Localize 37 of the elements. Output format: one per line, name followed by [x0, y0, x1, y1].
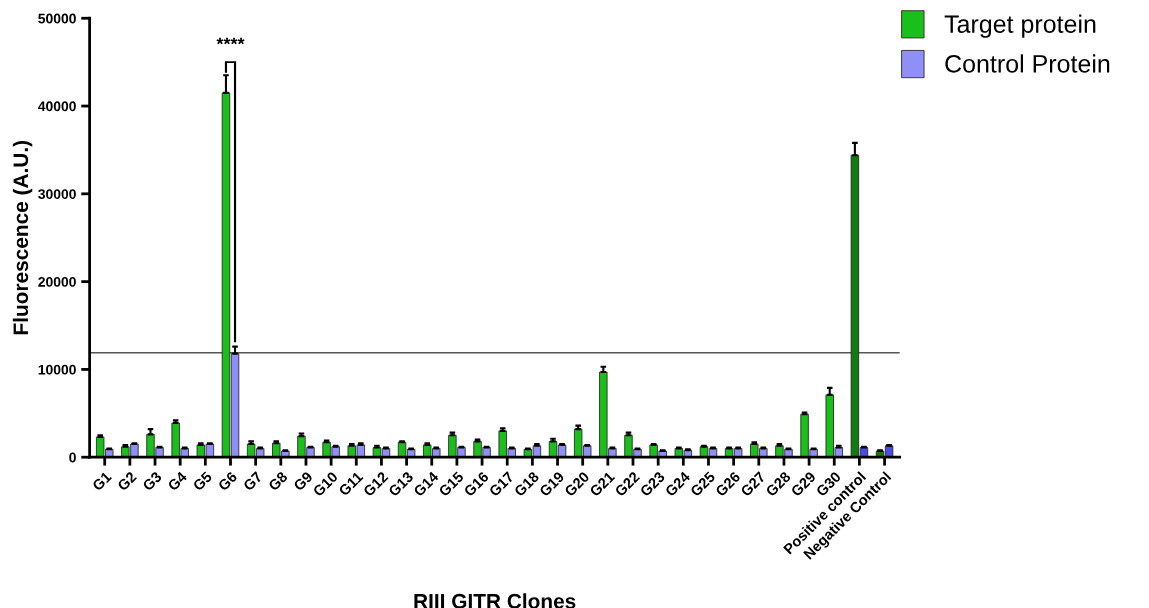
annotation: ****: [216, 37, 245, 45]
y-tick-label: 20000: [38, 276, 76, 287]
y-tick-label: 10000: [38, 364, 76, 375]
x-tick-label: G14: [412, 470, 440, 498]
x-tick-label: G6: [217, 471, 238, 492]
y-axis-title: Fluorescence (A.U.): [12, 140, 33, 335]
legend-label: Control Protein: [945, 54, 1110, 73]
x-tick-label: G3: [141, 471, 163, 492]
x-tick-label: G16: [463, 471, 490, 498]
x-tick-label: G28: [765, 471, 792, 498]
x-tick-label: G25: [689, 470, 716, 498]
x-tick-label: G22: [614, 471, 641, 498]
x-tick-label: G5: [192, 470, 213, 492]
x-tick-label: G11: [338, 470, 364, 497]
x-tick-label: G19: [538, 471, 565, 498]
x-tick-label: G24: [664, 470, 691, 498]
x-tick-label: G29: [790, 471, 817, 498]
x-tick-label: G9: [292, 471, 314, 492]
x-tick-label: G8: [267, 471, 289, 492]
x-tick-label: G20: [563, 471, 590, 498]
legend-label: Target protein: [944, 14, 1096, 38]
x-axis-title: RIII GITR Clones: [414, 593, 576, 608]
x-tick-label: G4: [167, 470, 188, 492]
y-tick-label: 40000: [38, 101, 76, 112]
x-tick-label: G21: [589, 470, 616, 498]
x-tick-label: G10: [312, 471, 339, 498]
y-tick-label: 30000: [38, 189, 76, 200]
x-tick-label: G1: [91, 470, 112, 492]
x-tick-label: G26: [714, 471, 741, 498]
x-tick-label: G12: [362, 471, 389, 498]
x-tick-label: G2: [116, 471, 138, 492]
x-tick-label: G23: [639, 471, 666, 498]
y-tick-label: 0: [69, 452, 76, 463]
x-tick-label: G18: [513, 471, 540, 498]
y-tick-label: 50000: [38, 13, 76, 24]
x-tick-label: G7: [242, 471, 263, 492]
x-tick-label: G17: [488, 471, 515, 498]
